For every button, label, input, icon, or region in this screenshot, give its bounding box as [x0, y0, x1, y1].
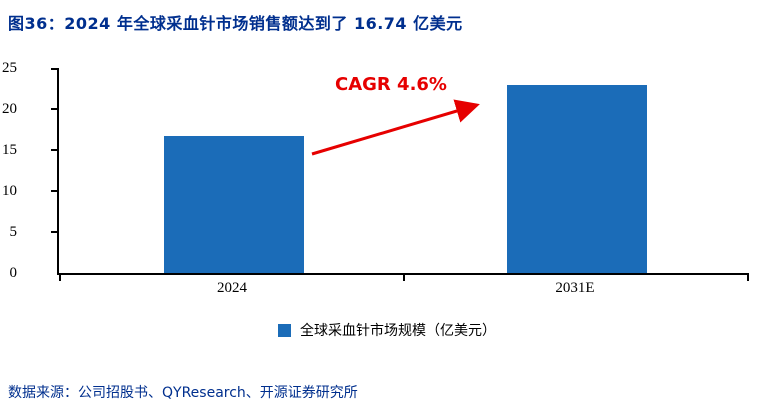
chart-legend: 全球采血针市场规模（亿美元） — [0, 320, 774, 340]
legend-label: 全球采血针市场规模（亿美元） — [300, 323, 496, 339]
bar-chart: 25 20 15 10 5 0 — [0, 60, 774, 368]
x-tick-label-2031e: 2031E — [555, 280, 595, 296]
y-axis-tick — [51, 231, 57, 233]
y-tick-label: 15 — [2, 142, 17, 158]
bar-2024 — [164, 135, 304, 273]
figure-title: 图36：2024 年全球采血针市场销售额达到了 16.74 亿美元 — [8, 14, 463, 33]
y-axis-tick — [51, 190, 57, 192]
source-line: 数据来源：公司招股书、QYResearch、开源证券研究所 — [8, 385, 358, 401]
x-axis-tick — [403, 275, 405, 281]
x-axis-tick — [59, 275, 61, 281]
y-axis-tick — [51, 108, 57, 110]
y-tick-label: 0 — [9, 265, 18, 281]
plot-area: 25 20 15 10 5 0 — [2, 60, 749, 281]
x-tick-label-2024: 2024 — [217, 280, 247, 296]
legend-swatch — [278, 323, 291, 337]
x-axis-tick — [747, 275, 749, 281]
y-tick-label: 5 — [9, 224, 18, 240]
cagr-annotation: CAGR 4.6% — [335, 74, 447, 95]
y-tick-label: 10 — [2, 183, 17, 199]
y-tick-label: 25 — [2, 60, 17, 76]
y-tick-label: 20 — [2, 101, 17, 117]
y-axis-tick — [51, 68, 57, 70]
bar-2031e — [507, 85, 647, 273]
y-axis-tick — [51, 149, 57, 151]
